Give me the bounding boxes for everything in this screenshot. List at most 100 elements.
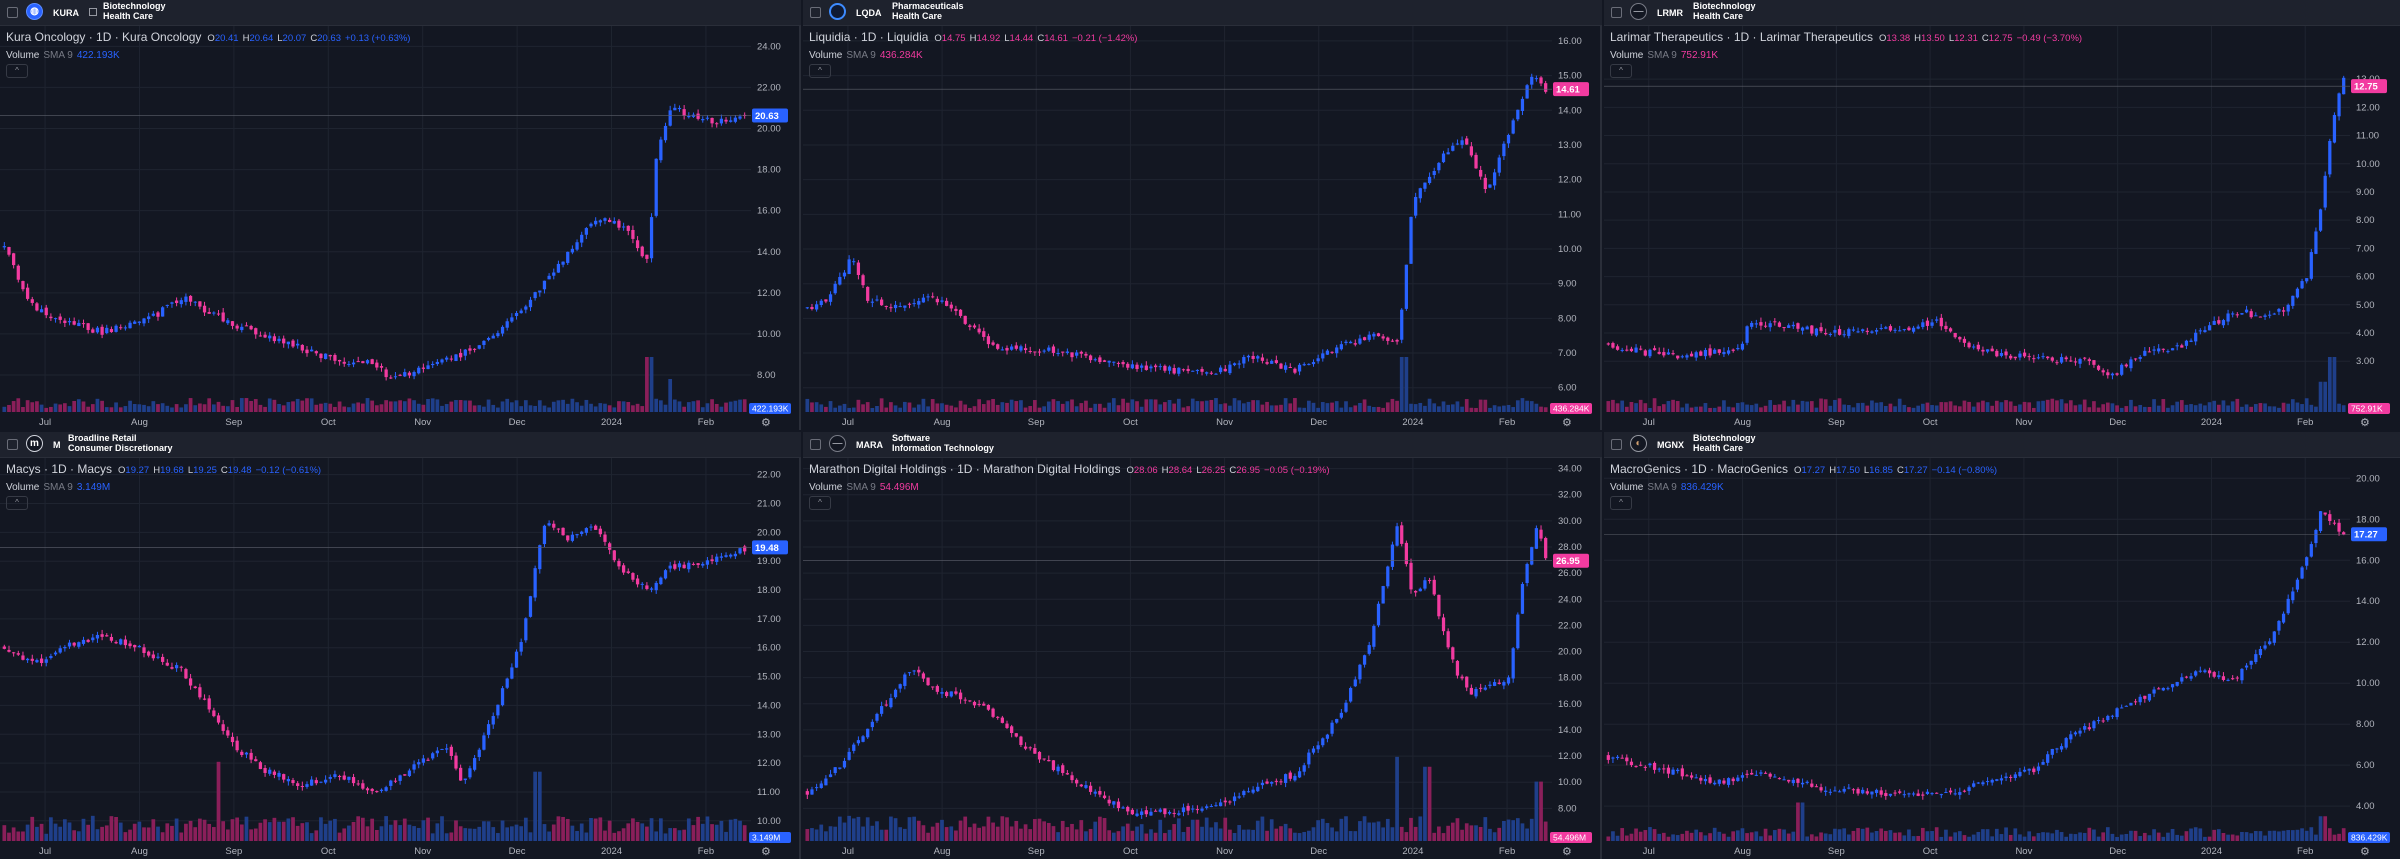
price-chart[interactable]: 16.0015.0014.0013.0012.0011.0010.009.008… xyxy=(803,0,1602,430)
select-checkbox[interactable] xyxy=(1611,439,1622,450)
chart-title: Marathon Digital Holdings · 1D · Maratho… xyxy=(809,462,1121,476)
candle xyxy=(903,305,907,308)
select-checkbox[interactable] xyxy=(7,439,18,450)
candle xyxy=(542,525,547,545)
collapse-legend-button[interactable]: ^ xyxy=(1610,496,1632,510)
collapse-legend-button[interactable]: ^ xyxy=(809,64,831,78)
volume-bar xyxy=(1385,402,1390,412)
price-chart[interactable]: 20.0018.0016.0014.0012.0010.008.006.004.… xyxy=(1604,432,2400,859)
symbol-header[interactable]: — LRMR Biotechnology Health Care xyxy=(1604,0,2400,26)
volume-bar xyxy=(672,399,677,412)
candle xyxy=(1288,772,1292,779)
ticker-symbol[interactable]: MARA xyxy=(856,440,883,450)
volume-bar xyxy=(1088,407,1093,412)
candle xyxy=(1805,781,1809,783)
select-checkbox[interactable] xyxy=(810,7,821,18)
price-chart[interactable]: 24.0022.0020.0018.0016.0014.0012.0010.00… xyxy=(0,0,801,430)
volume-bar xyxy=(1638,399,1643,412)
candle xyxy=(49,316,53,319)
ticker-symbol[interactable]: LQDA xyxy=(856,8,882,18)
candle xyxy=(870,721,874,728)
y-tick-label: 16.00 xyxy=(2356,555,2380,566)
symbol-header[interactable]: LQDA Pharmaceuticals Health Care xyxy=(803,0,1602,26)
candle xyxy=(612,221,616,224)
y-tick-label: 22.00 xyxy=(1558,620,1582,631)
candle xyxy=(1112,361,1116,363)
sma-label: SMA 9 xyxy=(1647,50,1677,61)
candle xyxy=(1033,351,1037,353)
volume-bar xyxy=(533,405,538,412)
gear-icon[interactable]: ⚙ xyxy=(2360,417,2370,429)
candle xyxy=(677,563,682,568)
ticker-symbol[interactable]: M xyxy=(53,440,61,450)
gear-icon[interactable]: ⚙ xyxy=(2360,846,2370,858)
volume-bar xyxy=(393,820,398,841)
candle xyxy=(729,554,733,557)
candle xyxy=(403,774,407,776)
chart-panel-lqda[interactable]: 16.00 15.00 14.00 13.00 12.00 11.00 10.00 9.00 8… xyxy=(803,0,1602,430)
candle xyxy=(715,556,719,562)
ohlc-values: O14.75 H14.92 L14.44 C14.61 −0.21 (−1.42%) xyxy=(930,33,1137,44)
symbol-header[interactable]: ◐ MGNX Biotechnology Health Care xyxy=(1604,432,2400,458)
ohlc-o: O14.75 xyxy=(934,33,965,44)
y-tick-label: 14.00 xyxy=(757,700,781,711)
symbol-header[interactable]: m M Broadline Retail Consumer Discretionary xyxy=(0,432,801,458)
price-chart[interactable]: 13.0012.0011.0010.009.008.007.006.005.00… xyxy=(1604,0,2400,430)
volume-bar xyxy=(374,829,379,841)
volume-bar xyxy=(2142,406,2147,412)
collapse-legend-button[interactable]: ^ xyxy=(1610,64,1632,78)
ticker-symbol[interactable]: KURA xyxy=(53,8,79,18)
gear-icon[interactable]: ⚙ xyxy=(761,846,771,858)
volume-bar xyxy=(337,832,342,841)
chart-panel-mara[interactable]: 34.00 32.00 30.00 28.00 26.00 24.00 22.00 20.00… xyxy=(803,432,1602,859)
candle xyxy=(1404,542,1408,565)
ticker-symbol[interactable]: LRMR xyxy=(1657,8,1683,18)
candle xyxy=(258,335,263,337)
price-chart[interactable]: 34.0032.0030.0028.0026.0024.0022.0020.00… xyxy=(803,432,1602,859)
symbol-header[interactable]: ◍ KURA Biotechnology Health Care xyxy=(0,0,801,26)
volume-bar xyxy=(360,403,365,412)
volume-bar xyxy=(1019,400,1023,412)
collapse-legend-button[interactable]: ^ xyxy=(6,496,28,510)
candle xyxy=(2226,313,2230,322)
chart-panel-lrmr[interactable]: 13.0012.0011.0010.009.008.007.006.005.00… xyxy=(1604,0,2400,430)
candle xyxy=(1372,333,1376,337)
chart-title-row: Macys · 1D · Macys O19.27 H19.68 L19.25 C19.… xyxy=(6,462,321,476)
chart-panel-m[interactable]: 22.00 21.00 20.00 19.00 18.00 17.00 16.00 15.00… xyxy=(0,432,801,859)
select-checkbox[interactable] xyxy=(810,439,821,450)
volume-bar xyxy=(1107,830,1112,841)
volume-bar xyxy=(1846,405,1851,412)
candle xyxy=(972,325,977,328)
ohlc-value: 12.31 xyxy=(1954,33,1978,44)
chart-title: Macys · 1D · Macys xyxy=(6,462,113,476)
chart-panel-mgnx[interactable]: 20.00 18.00 16.00 14.00 12.00 10.00 8.00 6.00 4.… xyxy=(1604,432,2400,859)
symbol-header[interactable]: — MARA Software Information Technology xyxy=(803,432,1602,458)
candle xyxy=(617,220,621,228)
volume-bar xyxy=(2258,831,2263,841)
candle xyxy=(1657,768,1661,770)
volume-bar xyxy=(347,825,351,841)
candle xyxy=(1703,350,1708,357)
select-checkbox[interactable] xyxy=(7,7,18,18)
volume-bar xyxy=(542,405,547,412)
volume-bar xyxy=(977,399,981,412)
gear-icon[interactable]: ⚙ xyxy=(1562,846,1572,858)
gear-icon[interactable]: ⚙ xyxy=(761,417,771,429)
price-change: −0.12 (−0.61%) xyxy=(255,465,322,476)
chart-panel-kura[interactable]: 24.00 22.00 20.00 18.00 16.00 14.00 12.00 10.00… xyxy=(0,0,801,430)
volume-bar xyxy=(2318,816,2323,841)
candle xyxy=(221,312,225,322)
gear-icon[interactable]: ⚙ xyxy=(1562,417,1572,429)
volume-bar xyxy=(1967,401,1971,412)
ohlc-c: C20.63 xyxy=(310,33,341,44)
ticker-symbol[interactable]: MGNX xyxy=(1657,440,1684,450)
price-chart[interactable]: 22.0021.0020.0019.0018.0017.0016.0015.00… xyxy=(0,432,801,859)
candle xyxy=(1516,614,1520,649)
candle xyxy=(2083,357,2087,359)
collapse-legend-button[interactable]: ^ xyxy=(6,64,28,78)
volume-bar xyxy=(1116,831,1121,841)
flag-icon[interactable] xyxy=(89,8,97,16)
candle xyxy=(1451,647,1455,660)
collapse-legend-button[interactable]: ^ xyxy=(809,496,831,510)
select-checkbox[interactable] xyxy=(1611,7,1622,18)
